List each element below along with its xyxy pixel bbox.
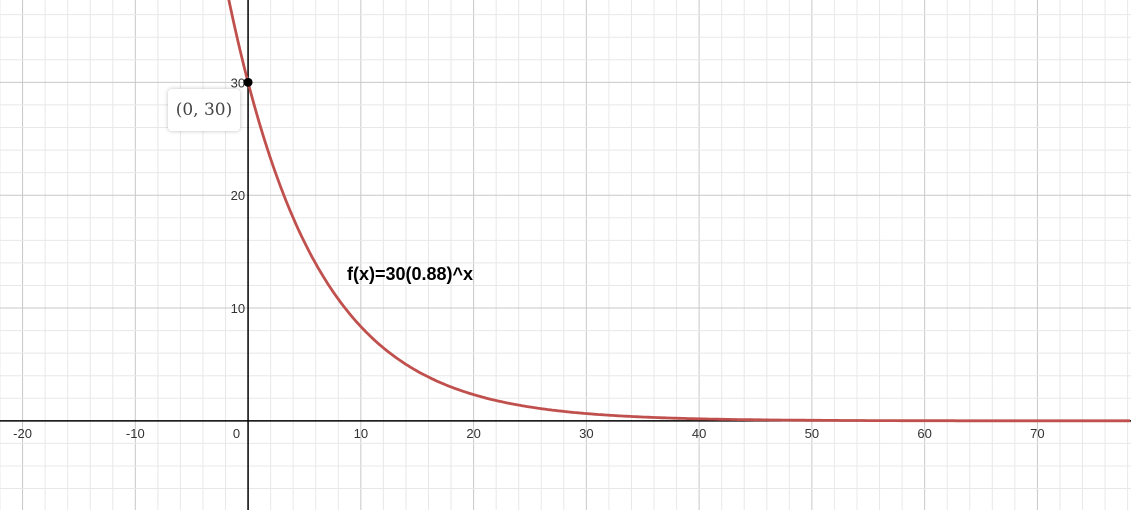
point-coordinate-label: (0, 30) — [168, 89, 240, 131]
x-tick-label: 40 — [692, 426, 706, 441]
x-tick-label: 60 — [917, 426, 931, 441]
x-tick-label: 50 — [805, 426, 819, 441]
x-tick-label: 20 — [466, 426, 480, 441]
x-tick-label: 10 — [354, 426, 368, 441]
y-tick-label: 30 — [231, 75, 245, 90]
highlighted-point — [243, 77, 253, 87]
y-tick-label: 10 — [231, 301, 245, 316]
x-tick-label: -10 — [126, 426, 145, 441]
function-label: f(x)=30(0.88)^x — [347, 264, 474, 284]
x-tick-label: 30 — [579, 426, 593, 441]
function-curve — [227, 0, 1130, 423]
x-tick-label: -20 — [13, 426, 32, 441]
y-tick-label: 20 — [231, 188, 245, 203]
x-tick-label: 0 — [233, 426, 240, 441]
x-tick-label: 70 — [1030, 426, 1044, 441]
